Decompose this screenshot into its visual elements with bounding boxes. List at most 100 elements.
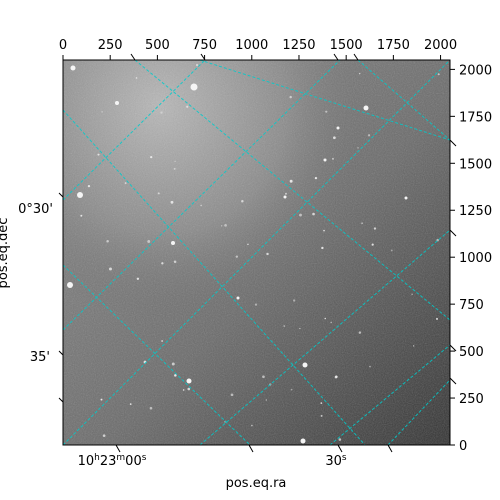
star <box>357 147 359 149</box>
star <box>290 388 293 391</box>
star <box>150 155 153 159</box>
star <box>182 389 185 391</box>
star <box>157 192 160 195</box>
star <box>173 260 177 264</box>
ra-tick-minor-a <box>248 444 254 453</box>
right-tick-label-6: 1500 <box>459 157 492 172</box>
star <box>149 406 153 410</box>
ra-tick-minor-b <box>387 444 393 453</box>
star <box>323 229 325 232</box>
grid-line-3 <box>63 264 251 445</box>
star <box>161 340 163 342</box>
star <box>135 77 138 79</box>
coordinate-grid <box>63 60 450 445</box>
star <box>302 362 308 368</box>
star <box>174 374 177 377</box>
world-tick-right-c <box>449 344 457 352</box>
grid-line-11 <box>357 60 450 141</box>
star <box>289 179 293 183</box>
top-tick-label-5: 1250 <box>282 38 315 53</box>
star <box>200 204 202 207</box>
dec-label-0: 0°30' <box>18 202 53 217</box>
star <box>358 331 362 334</box>
star <box>411 293 413 295</box>
star <box>124 182 127 185</box>
star <box>77 192 83 198</box>
star <box>369 365 371 368</box>
star <box>129 403 132 406</box>
star <box>320 414 323 417</box>
star <box>70 65 76 71</box>
star <box>373 227 377 230</box>
star <box>334 375 338 379</box>
grid-line-6 <box>63 60 341 331</box>
grid-line-9 <box>329 344 450 445</box>
star <box>338 438 342 441</box>
star <box>160 111 163 114</box>
top-pixel-axis: 0 250 500 750 1000 1250 1500 1750 2000 <box>59 38 457 60</box>
top-tick-label-7: 1750 <box>377 38 410 53</box>
right-tick-label-8: 2000 <box>459 63 492 78</box>
star <box>147 240 151 243</box>
star <box>171 362 175 366</box>
right-tick-label-5: 1250 <box>459 204 492 219</box>
dec-tick-1 <box>58 350 64 356</box>
star <box>404 196 408 200</box>
world-tick-top-d <box>353 53 359 61</box>
star <box>241 199 244 203</box>
dec-tick-0 <box>58 192 64 198</box>
star <box>136 277 140 280</box>
right-pixel-axis: 0 250 500 750 1000 1250 1500 1750 2000 <box>450 63 492 454</box>
star <box>390 249 393 252</box>
ra-label-0: 10h23m00s <box>78 453 147 469</box>
star <box>321 246 324 250</box>
star <box>235 255 239 258</box>
star <box>254 303 258 306</box>
star <box>358 72 361 75</box>
star <box>221 225 223 227</box>
star <box>171 241 175 245</box>
top-tick-label-1: 250 <box>98 38 123 53</box>
grid-line-7 <box>63 60 450 445</box>
world-tick-top-a <box>130 53 136 61</box>
top-tick-label-8: 2000 <box>424 38 457 53</box>
star <box>330 321 333 324</box>
right-tick-label-0: 0 <box>459 439 467 454</box>
dec-label-1: 35' <box>30 350 50 365</box>
y-axis-title: pos.eq.dec <box>0 218 11 289</box>
ra-tick-0 <box>115 444 121 453</box>
world-tick-top-b <box>200 53 206 61</box>
top-tick-label-2: 500 <box>145 38 170 53</box>
right-tick-label-2: 500 <box>459 345 484 360</box>
star <box>247 243 249 246</box>
star <box>67 282 73 288</box>
star <box>300 438 306 444</box>
star <box>367 134 371 137</box>
top-tick-label-3: 750 <box>192 38 217 53</box>
star <box>230 393 234 397</box>
star <box>299 213 302 217</box>
world-tick-right-a <box>449 139 457 147</box>
star <box>289 95 292 99</box>
world-tick-right-b <box>449 229 457 237</box>
star <box>195 63 199 67</box>
top-tick-label-4: 1000 <box>235 38 268 53</box>
star <box>106 239 109 243</box>
star <box>80 214 83 217</box>
star <box>170 200 174 204</box>
right-tick-label-4: 1000 <box>459 251 492 266</box>
right-tick-label-3: 750 <box>459 298 484 313</box>
star <box>283 195 287 199</box>
star <box>262 375 265 379</box>
star <box>325 110 328 113</box>
grid-line-0 <box>134 60 450 321</box>
grid-line-2 <box>63 109 366 445</box>
star <box>299 327 301 330</box>
star <box>413 345 415 347</box>
star <box>87 184 91 188</box>
star <box>265 399 268 401</box>
star <box>266 252 269 256</box>
star <box>102 434 106 437</box>
dec-tick-minor <box>58 397 64 403</box>
